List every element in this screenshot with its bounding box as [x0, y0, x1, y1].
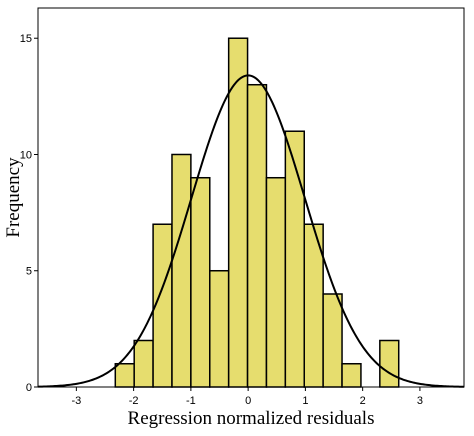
x-axis-ticks: -3 -2 -1 0 1 2 3	[71, 387, 423, 407]
histogram-bar	[341, 362, 362, 388]
histogram-bar	[133, 339, 154, 388]
plot-frame	[37, 7, 465, 388]
y-tick-label: 0	[26, 382, 32, 394]
y-tick-label: 5	[26, 266, 32, 278]
x-tick-label: 2	[360, 395, 366, 407]
y-axis-ticks: 0 5 10 15	[20, 33, 38, 394]
x-tick-label: 3	[417, 395, 423, 407]
histogram-bar	[379, 339, 400, 388]
x-tick-label: -1	[186, 395, 196, 407]
histogram-bar	[209, 269, 230, 388]
histogram-bar	[322, 293, 343, 388]
x-tick-label: 1	[302, 395, 308, 407]
histogram-bar	[246, 83, 268, 388]
histogram-bar	[171, 153, 192, 388]
x-tick-label: -2	[129, 395, 139, 407]
histogram-bar	[190, 176, 211, 388]
y-tick-label: 15	[20, 33, 32, 45]
y-axis-title: Frequency	[3, 157, 24, 238]
histogram-bars	[114, 37, 400, 388]
histogram-bar	[114, 362, 135, 388]
histogram-bar	[284, 130, 305, 388]
histogram-bar	[265, 176, 287, 388]
x-tick-label: 0	[245, 395, 251, 407]
x-axis-title: Regression normalized residuals	[128, 408, 375, 429]
histogram-bar	[227, 37, 249, 388]
x-tick-label: -3	[71, 395, 81, 407]
y-tick-label: 10	[20, 149, 32, 161]
normal-curve	[37, 74, 465, 388]
